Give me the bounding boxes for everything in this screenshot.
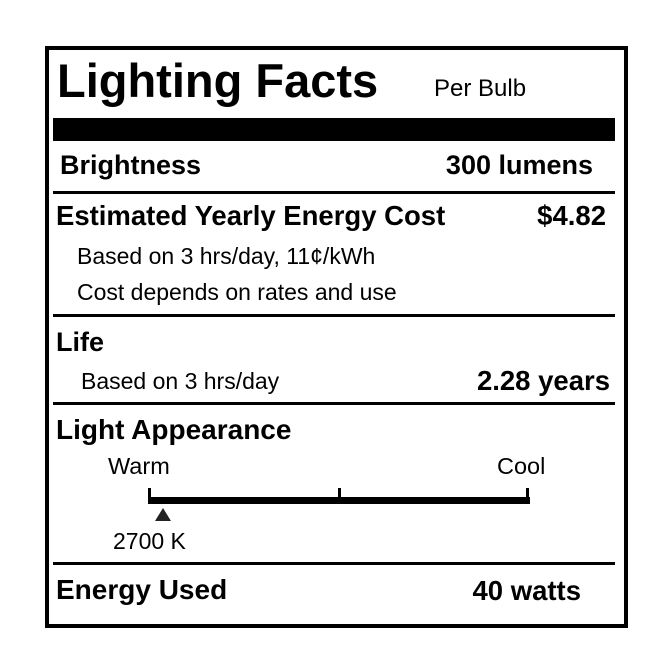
energy-used-value: 40 watts: [472, 575, 581, 606]
divider: [53, 191, 615, 194]
scale-tick-right: [526, 488, 529, 502]
label-subtitle: Per Bulb: [434, 75, 527, 102]
scale-cool-label: Cool: [497, 453, 546, 479]
life-label: Life: [56, 327, 105, 357]
energy-cost-note-rates: Cost depends on rates and use: [77, 279, 397, 305]
life-note: Based on 3 hrs/day: [81, 368, 280, 394]
scale-tick-left: [148, 488, 151, 502]
light-appearance-label: Light Appearance: [56, 414, 292, 445]
color-temperature-scale: [148, 488, 530, 524]
divider: [53, 562, 615, 565]
label-frame: [45, 46, 628, 628]
brightness-label: Brightness: [60, 150, 202, 180]
energy-cost-value: $4.82: [537, 200, 606, 231]
marker-triangle-icon: [155, 508, 172, 521]
divider: [53, 402, 615, 405]
heavy-divider: [53, 118, 615, 141]
scale-warm-label: Warm: [108, 453, 170, 479]
energy-cost-label: Estimated Yearly Energy Cost: [56, 200, 446, 231]
life-value: 2.28 years: [476, 365, 610, 396]
energy-used-label: Energy Used: [56, 574, 228, 605]
scale-tick-middle: [338, 488, 341, 502]
label-title: Lighting Facts: [57, 54, 379, 107]
energy-cost-note-rate: Based on 3 hrs/day, 11¢/kWh: [77, 243, 376, 269]
divider: [53, 314, 615, 317]
marker-value-label: 2700 K: [113, 528, 186, 554]
brightness-value: 300 lumens: [445, 150, 593, 180]
